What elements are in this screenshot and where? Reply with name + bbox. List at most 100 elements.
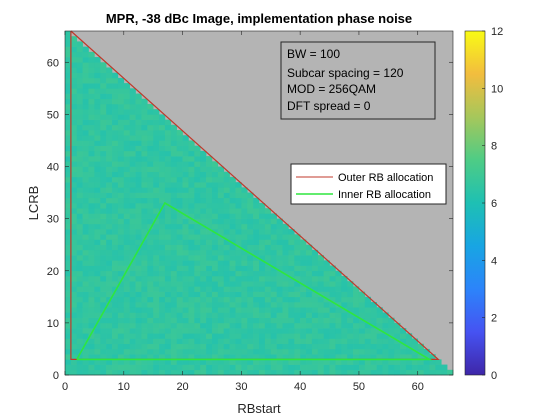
heatmap-cell bbox=[211, 307, 219, 313]
heatmap-cell bbox=[135, 197, 142, 204]
heatmap-cell bbox=[112, 317, 119, 324]
heatmap-cell bbox=[200, 291, 207, 298]
heatmap-cell bbox=[288, 249, 295, 256]
heatmap-cell bbox=[241, 307, 248, 313]
heatmap-cell bbox=[100, 213, 107, 219]
heatmap-cell bbox=[358, 348, 366, 355]
heatmap-cell bbox=[176, 307, 183, 313]
heatmap-cell bbox=[159, 182, 166, 188]
heatmap-cell bbox=[123, 150, 130, 157]
heatmap-cell bbox=[88, 130, 95, 136]
heatmap-cell bbox=[194, 229, 201, 235]
heatmap-cell bbox=[76, 333, 83, 339]
heatmap-cell bbox=[188, 229, 195, 235]
heatmap-cell bbox=[264, 302, 272, 308]
heatmap-cell bbox=[70, 203, 78, 209]
heatmap-cell bbox=[194, 223, 201, 230]
heatmap-cell bbox=[135, 249, 142, 256]
heatmap-cell bbox=[82, 62, 89, 68]
heatmap-cell bbox=[341, 317, 348, 324]
heatmap-cell bbox=[88, 135, 95, 141]
heatmap-cell bbox=[188, 255, 195, 261]
heatmap-cell bbox=[341, 275, 348, 282]
heatmap-cell bbox=[229, 302, 236, 308]
heatmap-cell bbox=[311, 354, 319, 360]
heatmap-cell bbox=[270, 291, 277, 298]
heatmap-cell bbox=[353, 354, 360, 360]
heatmap-cell bbox=[117, 203, 125, 209]
heatmap-cell bbox=[247, 244, 254, 251]
heatmap-cell bbox=[135, 176, 142, 183]
heatmap-cell bbox=[65, 213, 72, 219]
colorbar-tick-label: 4 bbox=[491, 255, 497, 267]
heatmap-cell bbox=[247, 291, 254, 298]
heatmap-cell bbox=[259, 317, 266, 324]
heatmap-cell bbox=[135, 171, 142, 178]
heatmap-cell bbox=[76, 343, 83, 350]
heatmap-cell bbox=[76, 208, 83, 214]
heatmap-cell bbox=[241, 187, 248, 193]
heatmap-cell bbox=[388, 354, 395, 360]
heatmap-cell bbox=[229, 213, 236, 219]
heatmap-cell bbox=[88, 103, 95, 110]
heatmap-cell bbox=[400, 369, 407, 376]
heatmap-cell bbox=[82, 83, 89, 89]
heatmap-cell bbox=[76, 109, 83, 115]
heatmap-cell bbox=[259, 359, 266, 365]
heatmap-cell bbox=[259, 260, 266, 266]
heatmap-cell bbox=[76, 286, 83, 292]
heatmap-cell bbox=[176, 182, 183, 188]
heatmap-cell bbox=[229, 270, 236, 277]
heatmap-cell bbox=[65, 239, 72, 245]
inner-rb-allocation-line bbox=[76, 201, 433, 361]
heatmap-cell bbox=[117, 187, 125, 193]
heatmap-cell bbox=[88, 286, 95, 292]
heatmap-cell bbox=[270, 218, 277, 225]
heatmap-cell bbox=[106, 187, 113, 193]
heatmap-cell bbox=[112, 119, 119, 126]
heatmap-cell bbox=[153, 322, 160, 329]
heatmap-cell bbox=[176, 369, 183, 376]
heatmap-cell bbox=[229, 203, 236, 209]
heatmap-cell bbox=[147, 150, 154, 157]
heatmap-cell bbox=[65, 187, 72, 193]
heatmap-cell bbox=[194, 291, 201, 298]
heatmap-cell bbox=[100, 109, 107, 115]
heatmap-cell bbox=[82, 67, 89, 73]
heatmap-cell bbox=[106, 213, 113, 219]
heatmap-cell bbox=[223, 333, 230, 339]
heatmap-cell bbox=[311, 369, 319, 376]
heatmap-cell bbox=[94, 135, 101, 141]
heatmap-cell bbox=[223, 171, 230, 178]
heatmap-cell bbox=[129, 145, 136, 152]
heatmap-cell bbox=[70, 124, 78, 131]
heatmap-cell bbox=[100, 302, 107, 308]
heatmap-cell bbox=[335, 307, 342, 313]
info-box: BW = 100 Subcar spacing = 120 MOD = 256Q… bbox=[280, 41, 436, 120]
heatmap-cell bbox=[353, 286, 360, 292]
heatmap-cell bbox=[270, 296, 277, 303]
heatmap-cell bbox=[129, 244, 136, 251]
heatmap-cell bbox=[300, 328, 307, 334]
heatmap-cell bbox=[100, 291, 107, 298]
heatmap-cell bbox=[117, 291, 125, 298]
heatmap-cell bbox=[176, 296, 183, 303]
heatmap-cell bbox=[247, 197, 254, 204]
heatmap-cell bbox=[94, 322, 101, 329]
heatmap-cell bbox=[100, 354, 107, 360]
heatmap-cell bbox=[70, 260, 78, 266]
heatmap-cell bbox=[276, 322, 283, 329]
heatmap-cell bbox=[194, 364, 201, 371]
heatmap-cell bbox=[335, 275, 342, 282]
heatmap-cell bbox=[159, 213, 166, 219]
heatmap-cell bbox=[147, 229, 154, 235]
heatmap-cell bbox=[164, 322, 172, 329]
heatmap-cell bbox=[141, 317, 148, 324]
heatmap-cell bbox=[164, 218, 172, 225]
heatmap-cell bbox=[229, 265, 236, 272]
heatmap-cell bbox=[147, 354, 154, 360]
heatmap-cell bbox=[82, 72, 89, 79]
heatmap-cell bbox=[223, 322, 230, 329]
heatmap-cell bbox=[194, 328, 201, 334]
